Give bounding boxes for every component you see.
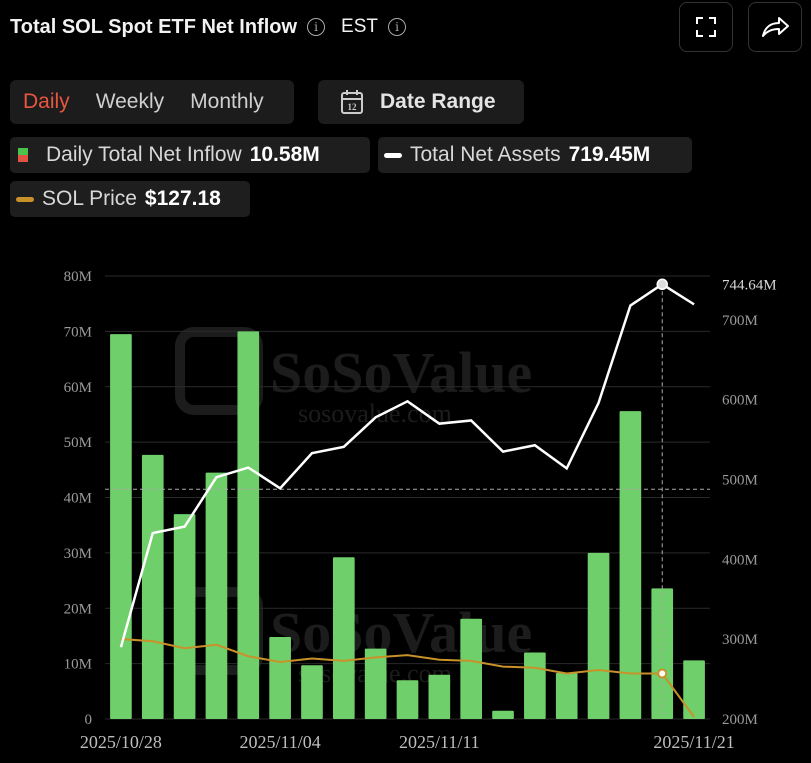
legend-price-value: $127.18 (144, 187, 221, 210)
legend-assets-value: 719.45M (568, 143, 651, 166)
share-button[interactable] (748, 2, 802, 52)
header: Total SOL Spot ETF Net Inflow i EST i (10, 12, 406, 42)
left-axis-tick: 60M (64, 380, 92, 396)
right-axis-tick: 300M (722, 632, 758, 648)
legend-assets-label: Total Net Assets (410, 143, 561, 166)
watermark-brand: SoSoValue (270, 600, 532, 665)
inflow-bar (524, 652, 546, 719)
timezone-info-icon[interactable]: i (387, 18, 406, 36)
inflow-bar (555, 673, 578, 719)
info-icon[interactable]: i (307, 18, 326, 36)
inflow-bar (205, 472, 228, 719)
right-axis-tick: 200M (722, 712, 758, 728)
left-axis-tick: 10M (64, 657, 92, 673)
period-tabs: Daily Weekly Monthly (10, 80, 294, 124)
inflow-bar (492, 710, 514, 719)
tab-weekly[interactable]: Weekly (95, 90, 165, 113)
left-axis-tick: 50M (64, 435, 92, 451)
inflow-bar (110, 334, 132, 719)
right-axis-tick: 400M (722, 552, 758, 568)
legend-price[interactable]: SOL Price $127.18 (10, 181, 250, 217)
inflow-bar (619, 411, 642, 719)
x-axis-tick: 2025/11/11 (399, 732, 480, 752)
tab-daily[interactable]: Daily (23, 90, 70, 113)
right-axis-tick: 500M (722, 473, 758, 489)
timezone-label: EST (341, 16, 378, 37)
inflow-swatch (18, 148, 28, 162)
date-range-button[interactable]: 12 Date Range (318, 80, 524, 124)
right-axis-highlight-tick: 744.64M (722, 277, 777, 293)
watermark-url: sosovalue.com (298, 399, 452, 428)
inflow-bar (173, 514, 196, 719)
inflow-bar (332, 557, 355, 719)
assets-swatch (384, 152, 402, 158)
x-axis-tick: 2025/11/04 (239, 732, 320, 752)
left-axis-tick: 30M (64, 546, 92, 562)
inflow-bar (651, 588, 674, 719)
left-axis-tick: 0 (85, 712, 93, 728)
inflow-bar (237, 331, 260, 719)
right-axis-tick: 600M (722, 393, 758, 409)
watermark-logo (175, 327, 263, 415)
fullscreen-button[interactable] (679, 2, 733, 52)
inflow-bar (269, 637, 291, 719)
legend-inflow-label: Daily Total Net Inflow (46, 143, 242, 166)
net-assets-marker (656, 278, 668, 291)
inflow-bar (141, 454, 164, 719)
watermark-logo (175, 587, 263, 675)
fullscreen-icon (696, 17, 716, 37)
right-axis-tick: 700M (722, 313, 758, 329)
left-axis-tick: 80M (64, 269, 92, 285)
watermark-brand: SoSoValue (270, 340, 532, 405)
x-axis-tick: 2025/11/21 (653, 732, 734, 752)
legend-assets[interactable]: Total Net Assets 719.45M (378, 137, 692, 173)
chart-title: Total SOL Spot ETF Net Inflow (10, 15, 298, 38)
share-icon (762, 17, 789, 37)
inflow-bar (428, 674, 451, 719)
net-assets-line (119, 282, 695, 648)
inflow-bar (301, 665, 323, 719)
price-swatch (16, 196, 34, 202)
inflow-bar (364, 648, 387, 719)
inflow-bar (587, 552, 610, 719)
legend-inflow-value: 10.58M (249, 143, 320, 166)
tab-monthly[interactable]: Monthly (190, 90, 264, 113)
legend-price-label: SOL Price (42, 187, 137, 210)
inflow-bar (683, 660, 705, 719)
sol-price-line (120, 638, 695, 718)
date-range-label: Date Range (380, 90, 496, 113)
sol-price-marker (657, 668, 668, 679)
watermark-url: sosovalue.com (298, 659, 452, 688)
inflow-bar (396, 680, 419, 719)
calendar-icon: 12 (341, 90, 363, 114)
inflow-bar (460, 618, 483, 719)
left-axis-tick: 70M (64, 324, 92, 340)
left-axis-tick: 40M (64, 491, 92, 507)
x-axis-tick: 2025/10/28 (80, 732, 162, 752)
left-axis-tick: 20M (64, 601, 92, 617)
calendar-day: 12 (348, 102, 358, 112)
legend-inflow[interactable]: Daily Total Net Inflow 10.58M (10, 137, 370, 173)
